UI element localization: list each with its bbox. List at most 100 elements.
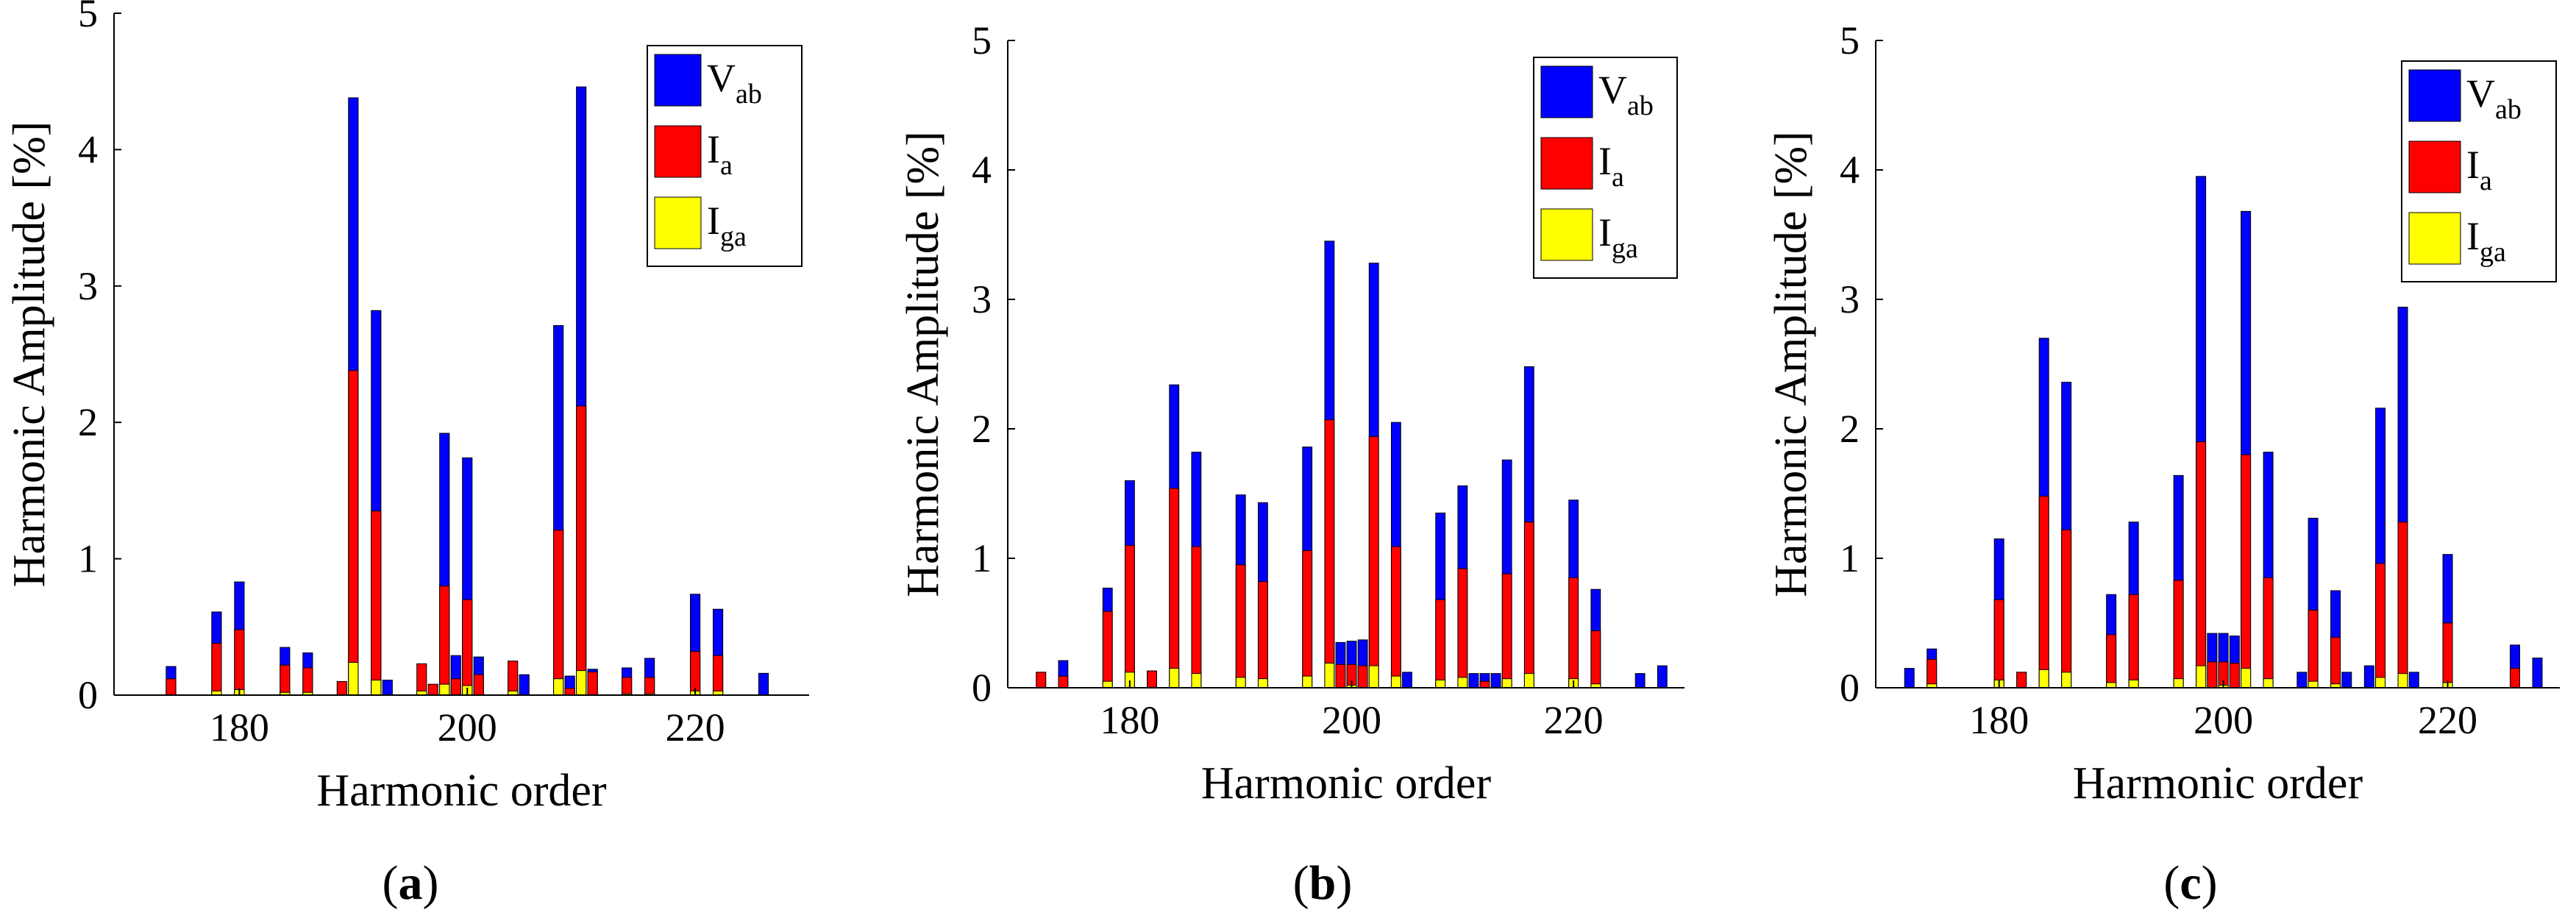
legend-label-sub: a bbox=[2480, 166, 2492, 196]
legend-label: Vab bbox=[2466, 71, 2522, 125]
legend-swatch bbox=[654, 125, 702, 178]
bar-ia-210 bbox=[1457, 568, 1468, 688]
bar-ia-216 bbox=[644, 677, 655, 696]
bar-ia-208 bbox=[1435, 599, 1446, 688]
legend-label: Vab bbox=[707, 56, 762, 110]
bar-ia-214 bbox=[2375, 563, 2386, 688]
bar-ia-220 bbox=[1568, 577, 1579, 688]
bar-iga-190 bbox=[2106, 682, 2117, 688]
bar-iga-198 bbox=[1324, 663, 1335, 688]
x-tick-label: 220 bbox=[1544, 698, 1604, 742]
bar-iga-192 bbox=[1257, 678, 1268, 688]
chart-panel-b: 0 1 2 3 4 5 180 200 220 Harmonic order Harmonic Am… bbox=[898, 18, 1684, 910]
bar-ia_odd-201 bbox=[473, 674, 484, 696]
legend-label-main: V bbox=[2466, 71, 2495, 115]
panel-label: (c) bbox=[2163, 856, 2217, 910]
bar-ia-200 bbox=[462, 599, 473, 696]
bar-iga-208 bbox=[2308, 680, 2319, 688]
bar-iga-214 bbox=[1501, 678, 1512, 688]
bar-ia_odd-209 bbox=[564, 688, 575, 696]
legend-swatch bbox=[2408, 212, 2461, 265]
legend-swatch bbox=[2408, 69, 2461, 122]
bar-ia-192 bbox=[1257, 581, 1268, 688]
panel-label-letter: b bbox=[1309, 856, 1337, 910]
legend-label: Vab bbox=[1598, 68, 1654, 121]
bar-ia-212 bbox=[1479, 680, 1490, 688]
x-axis-label: Harmonic order bbox=[1201, 758, 1492, 808]
y-tick-label: 0 bbox=[1840, 666, 1860, 710]
legend-label-main: V bbox=[707, 56, 736, 100]
y-tick-label: 3 bbox=[1840, 277, 1860, 321]
bar-vab_odd-217 bbox=[2408, 672, 2419, 688]
bar-iga-216 bbox=[2397, 673, 2408, 688]
bar-ia-184 bbox=[280, 664, 291, 696]
y-tick-label: 4 bbox=[1840, 148, 1860, 192]
legend-label-main: I bbox=[1598, 210, 1612, 255]
bar-ia_odd-201 bbox=[1357, 665, 1368, 688]
bar-iga-186 bbox=[1191, 673, 1202, 688]
y-tick-label: 1 bbox=[78, 537, 98, 581]
chart-panel-c: 0 1 2 3 4 5 180 200 220 Harmonic order Harmonic Am… bbox=[1766, 18, 2560, 910]
bar-ia-186 bbox=[302, 667, 313, 696]
x-tick-label: 180 bbox=[210, 705, 269, 750]
legend-label-sub: ga bbox=[1612, 233, 1638, 264]
bar-ia-192 bbox=[2128, 594, 2139, 688]
bar-ia_odd-197 bbox=[427, 683, 438, 696]
y-tick-label: 5 bbox=[1840, 18, 1860, 63]
bar-vab_odd-213 bbox=[1490, 673, 1501, 688]
bar-vab_odd-205 bbox=[519, 674, 530, 696]
bar-ia-204 bbox=[1390, 546, 1401, 688]
bar-vab-226 bbox=[758, 672, 769, 696]
x-tick-label: 180 bbox=[1969, 698, 2029, 742]
bar-ia-180 bbox=[1993, 599, 2004, 688]
x-tick-label: 220 bbox=[2418, 698, 2477, 742]
legend-label-main: I bbox=[707, 127, 720, 171]
bar-iga-184 bbox=[1169, 668, 1180, 688]
bar-iga-214 bbox=[2375, 677, 2386, 688]
bar-ia-186 bbox=[2061, 529, 2072, 688]
legend-swatch bbox=[2408, 140, 2461, 193]
bar-ia-214 bbox=[1501, 573, 1512, 688]
bar-iga-210 bbox=[576, 670, 587, 696]
legend-label-main: V bbox=[1598, 68, 1627, 112]
bar-ia-202 bbox=[2241, 454, 2252, 688]
legend-label-sub: ga bbox=[720, 221, 747, 252]
bar-iga-186 bbox=[2061, 672, 2072, 688]
panel-label-paren-close: ) bbox=[1336, 856, 1352, 910]
legend-label-sub: a bbox=[1612, 162, 1624, 193]
bar-ia-190 bbox=[2106, 634, 2117, 688]
bar-vab-228 bbox=[1657, 665, 1668, 688]
legend-swatch bbox=[1540, 137, 1593, 190]
bar-iga-192 bbox=[371, 680, 382, 696]
bar-ia-182 bbox=[1147, 670, 1157, 688]
bar-ia-192 bbox=[371, 510, 382, 696]
bar-ia-226 bbox=[2510, 668, 2520, 688]
bar-vab-226 bbox=[1634, 673, 1645, 688]
bar-ia-208 bbox=[553, 530, 564, 696]
bar-ia-190 bbox=[1235, 564, 1246, 688]
bar-ia_odd-211 bbox=[587, 671, 598, 696]
y-tick-label: 0 bbox=[972, 666, 992, 710]
legend-label-sub: ga bbox=[2480, 237, 2506, 268]
legend-swatch bbox=[654, 54, 702, 107]
bar-iga-208 bbox=[1435, 679, 1446, 688]
bar-ia-216 bbox=[1523, 522, 1534, 688]
bar-iga-208 bbox=[553, 678, 564, 696]
bar-ia-196 bbox=[1302, 549, 1313, 688]
x-tick-label: 200 bbox=[1322, 698, 1381, 742]
bar-ia-214 bbox=[622, 677, 633, 696]
y-tick-label: 2 bbox=[972, 407, 992, 451]
bar-vab_odd-207 bbox=[2296, 672, 2308, 688]
bar-ia-184 bbox=[2038, 496, 2049, 688]
y-tick-label: 5 bbox=[78, 0, 98, 35]
panel-label-paren-close: ) bbox=[2202, 856, 2218, 910]
y-tick-label: 3 bbox=[78, 264, 98, 308]
y-tick-label: 2 bbox=[1840, 407, 1860, 451]
bar-vab-172 bbox=[1904, 668, 1915, 688]
y-tick-label: 4 bbox=[78, 127, 98, 171]
bar-ia-222 bbox=[1590, 630, 1601, 688]
bar-iga-198 bbox=[2196, 665, 2207, 688]
panel-label: (b) bbox=[1293, 856, 1353, 910]
bar-iga-210 bbox=[1457, 677, 1468, 688]
